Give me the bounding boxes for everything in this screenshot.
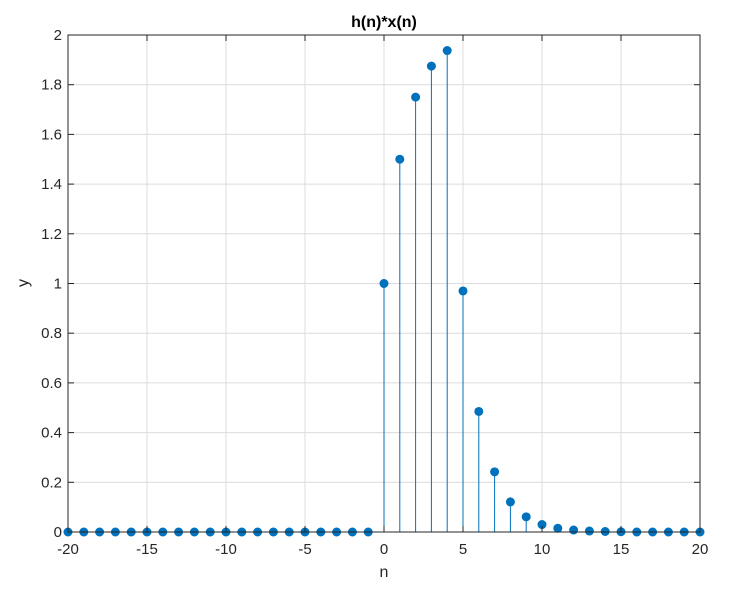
- stem-marker: [474, 406, 484, 416]
- stem-marker: [584, 526, 594, 536]
- y-tick-label: 0.6: [41, 375, 62, 392]
- y-tick-label: 0.4: [41, 425, 62, 442]
- axis-ticks: -20 -15 -10 -5 0 5 10 15 20 0 0.2 0.4 0.6 0.8 1 1.2 1.4 1…: [41, 27, 708, 558]
- y-tick-label: 2: [54, 27, 62, 44]
- x-tick-label: -10: [215, 541, 237, 558]
- stem-marker: [458, 286, 468, 296]
- stem-marker: [521, 512, 531, 522]
- y-tick-label: 0.8: [41, 325, 62, 342]
- y-tick-label: 0: [54, 524, 62, 541]
- x-tick-label: 20: [692, 541, 709, 558]
- x-tick-label: -20: [57, 541, 79, 558]
- y-tick-label: 0.2: [41, 474, 62, 491]
- y-tick-label: 1.6: [41, 126, 62, 143]
- stem-marker: [569, 525, 579, 535]
- stem-marker: [553, 523, 563, 533]
- x-axis-label: n: [380, 564, 389, 581]
- y-tick-label: 1.2: [41, 226, 62, 243]
- x-tick-label: 10: [534, 541, 551, 558]
- stem-marker: [395, 154, 405, 164]
- y-tick-label: 1.8: [41, 77, 62, 94]
- y-tick-label: 1.4: [41, 176, 62, 193]
- x-tick-label: 0: [380, 541, 388, 558]
- x-tick-label: -5: [298, 541, 311, 558]
- x-tick-label: 5: [459, 541, 467, 558]
- x-tick-label: -15: [136, 541, 158, 558]
- stem-marker: [442, 46, 452, 56]
- stem-marker: [426, 61, 436, 71]
- stem-marker: [537, 520, 547, 530]
- chart-title: h(n)*x(n): [351, 14, 417, 31]
- stem-marker: [505, 497, 515, 507]
- stem-marker: [490, 467, 500, 477]
- y-tick-label: 1: [54, 276, 62, 293]
- y-axis-label: y: [15, 279, 32, 287]
- x-tick-label: 15: [613, 541, 630, 558]
- stem-marker: [411, 92, 421, 102]
- stem-series: [63, 46, 705, 537]
- stem-marker: [379, 279, 389, 288]
